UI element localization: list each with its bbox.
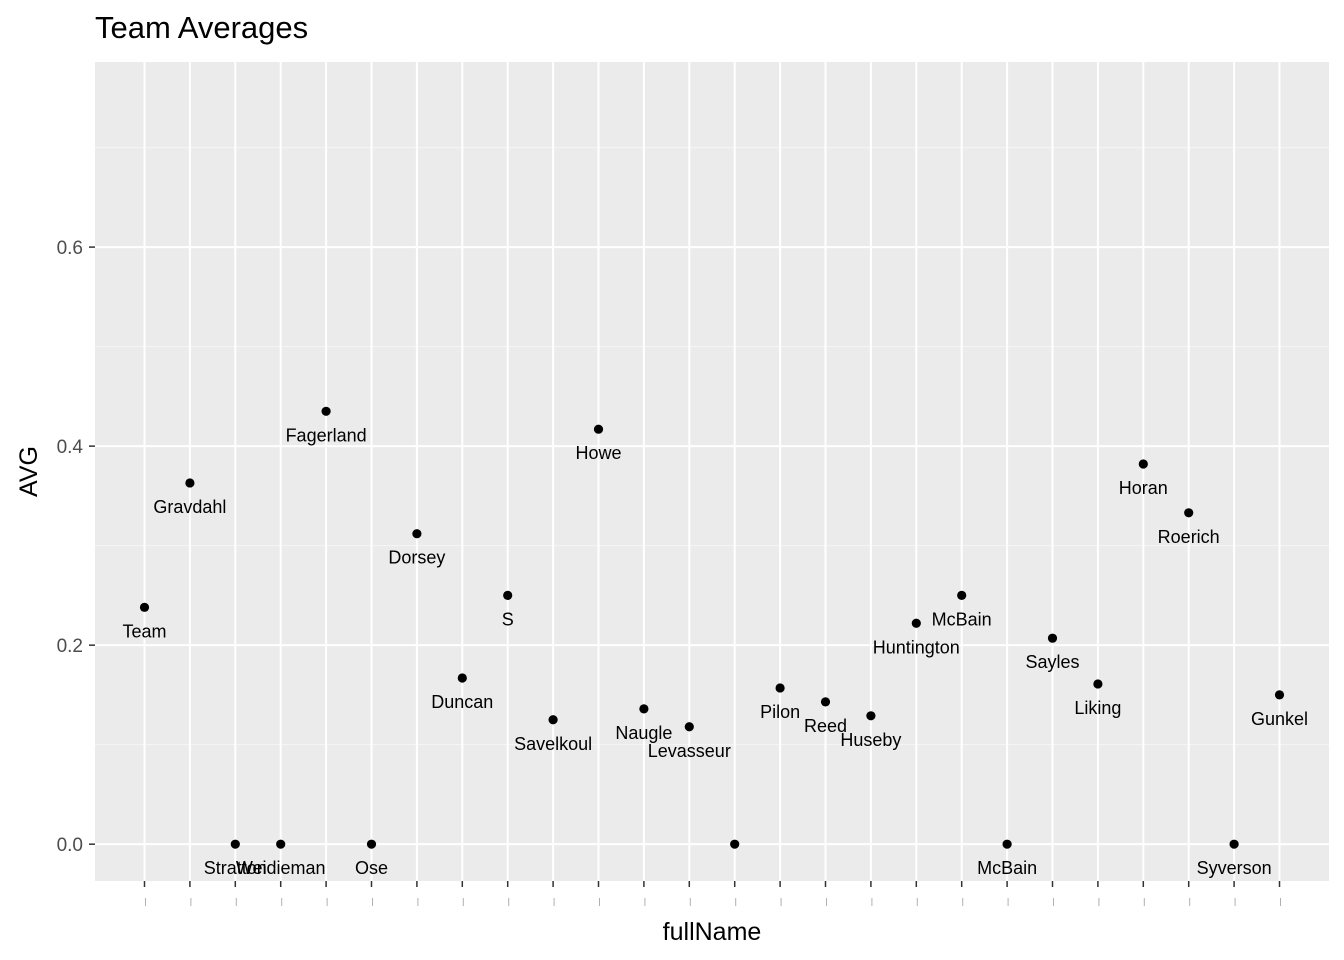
- point-label: Ose: [355, 858, 388, 878]
- point-label: Stratton: [204, 858, 267, 878]
- data-point: [1229, 839, 1239, 849]
- grid-major: [95, 62, 1329, 881]
- point-label: Liking: [1074, 698, 1121, 718]
- x-axis-title: fullName: [663, 918, 762, 946]
- data-point: [139, 602, 150, 612]
- data-point: [866, 711, 876, 721]
- point-label: Levasseur: [648, 741, 731, 761]
- data-point: [684, 722, 694, 732]
- data-point: [321, 406, 331, 416]
- x-axis-ticks: [143, 881, 1281, 906]
- data-point: [1047, 633, 1058, 643]
- data-point: [1002, 839, 1012, 849]
- point-label: Savelkoul: [514, 734, 592, 754]
- point-label: Reed: [804, 716, 847, 736]
- point-label: Roerich: [1158, 527, 1220, 547]
- y-tick-label: 0.4: [57, 437, 84, 458]
- data-points: [139, 406, 1285, 849]
- point-label: Dorsey: [388, 548, 445, 568]
- y-tick-label: 0.6: [57, 238, 83, 259]
- point-label: McBain: [977, 858, 1037, 878]
- data-point: [1274, 690, 1285, 700]
- data-point: [911, 618, 921, 628]
- data-point: [593, 424, 604, 434]
- y-tick-label: 0.0: [57, 835, 83, 856]
- data-point: [548, 715, 558, 725]
- point-label: S: [502, 609, 514, 629]
- point-label: Weidieman: [236, 858, 326, 878]
- point-label: Huseby: [840, 730, 901, 750]
- data-point: [1184, 508, 1194, 518]
- data-point: [775, 683, 785, 693]
- point-label: Duncan: [431, 692, 493, 712]
- data-point: [503, 590, 513, 600]
- point-label: Naugle: [615, 723, 672, 743]
- data-point: [185, 478, 195, 488]
- point-label: Syverson: [1197, 858, 1272, 878]
- y-axis-title: AVG: [15, 446, 43, 497]
- data-point: [412, 529, 422, 539]
- point-label: Gunkel: [1251, 709, 1308, 729]
- data-point: [366, 839, 377, 849]
- y-axis-ticks: 0.0 0.2 0.4 0.6: [57, 238, 95, 856]
- data-point: [1138, 459, 1148, 469]
- data-point: [230, 839, 240, 849]
- point-label: Huntington: [873, 637, 960, 657]
- data-point: [639, 704, 649, 714]
- point-label: Horan: [1119, 478, 1168, 498]
- data-point: [276, 839, 286, 849]
- point-label: Fagerland: [286, 425, 367, 445]
- point-label: Pilon: [760, 702, 800, 722]
- data-point: [730, 839, 740, 849]
- data-point: [1093, 679, 1103, 689]
- point-label: McBain: [932, 609, 992, 629]
- point-label: Howe: [575, 443, 621, 463]
- y-tick-label: 0.2: [57, 636, 83, 657]
- point-label: Team: [122, 621, 166, 641]
- data-point: [820, 697, 831, 707]
- point-label: Gravdahl: [153, 497, 226, 517]
- chart-title: Team Averages: [95, 10, 309, 45]
- data-point: [957, 590, 967, 600]
- grid-minor: [95, 147, 1329, 746]
- point-label: Sayles: [1025, 652, 1079, 672]
- data-point: [457, 673, 467, 683]
